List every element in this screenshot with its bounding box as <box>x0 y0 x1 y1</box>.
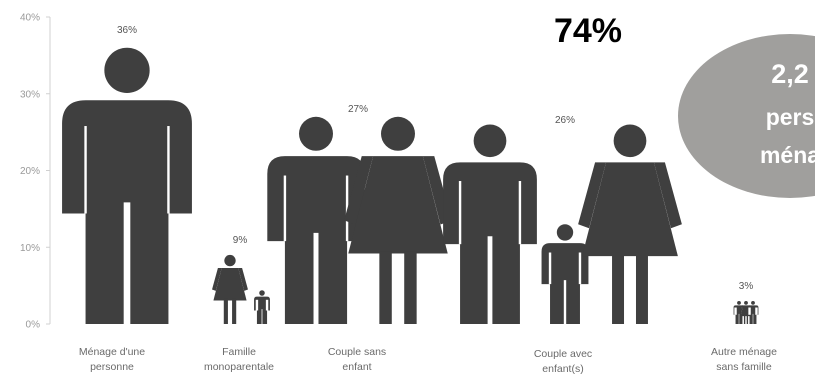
arm-gap <box>518 181 522 245</box>
category-label: sans famille <box>716 361 772 373</box>
category-label: enfant(s) <box>542 363 583 375</box>
category-label: Couple avec <box>534 348 592 360</box>
callout-line-3: ména <box>760 142 815 168</box>
y-tick-label: 20% <box>20 166 40 177</box>
person-head <box>259 290 265 296</box>
arm-gap <box>283 175 287 242</box>
value-label: 26% <box>555 115 575 126</box>
arm-gap <box>458 181 462 245</box>
arm-gap <box>265 299 269 311</box>
person-leg <box>746 314 749 324</box>
person-leg <box>232 298 237 324</box>
callout-line-2: pers <box>766 104 815 130</box>
arm-gap <box>748 307 751 315</box>
person-body <box>541 243 589 324</box>
person-leg <box>635 254 648 324</box>
person-head <box>556 224 574 241</box>
woman-figure <box>578 124 682 324</box>
person-head <box>751 300 755 305</box>
callout-line-1: 2,2 <box>771 59 809 89</box>
value-label: 27% <box>348 104 368 115</box>
person-head <box>381 116 415 151</box>
person-arm <box>344 156 374 225</box>
person-leg <box>404 251 417 324</box>
arm-gap <box>84 126 87 214</box>
woman-figure <box>212 254 248 324</box>
person-arm <box>212 268 222 291</box>
y-tick-label: 40% <box>20 13 40 24</box>
category-label: enfant <box>342 361 371 373</box>
person-head <box>744 300 748 305</box>
callout-ellipse <box>678 34 815 198</box>
arm-gap <box>345 175 349 242</box>
man-figure <box>443 124 537 324</box>
person-head <box>473 124 507 158</box>
woman-figure <box>344 116 452 324</box>
label-layer: 36% 9% 27% 26% 3% Ménage d'une personne Famille… <box>79 25 777 375</box>
person-dress <box>348 156 448 254</box>
arm-gap <box>734 307 737 315</box>
arm-gap <box>167 126 170 214</box>
category-label: Autre ménage <box>711 346 777 358</box>
y-tick-label: 0% <box>26 320 41 331</box>
headline-percent: 74% <box>554 12 622 50</box>
value-label: 36% <box>117 25 137 36</box>
arm-gap <box>548 252 552 285</box>
y-tick-label: 10% <box>20 243 40 254</box>
arm-gap <box>755 307 758 315</box>
man-figure <box>62 47 192 325</box>
man-figure <box>267 116 365 324</box>
category-label: monoparentale <box>204 361 274 373</box>
person-arm <box>653 162 682 229</box>
arm-gap <box>255 299 259 311</box>
small-man-figure <box>747 300 759 324</box>
callout-oval: 2,2 pers ména <box>678 34 815 198</box>
value-label: 9% <box>233 235 248 246</box>
person-head <box>299 116 333 151</box>
y-tick-label: 30% <box>20 89 40 100</box>
child-figure <box>541 224 589 324</box>
person-leg <box>379 251 392 324</box>
person-leg <box>223 298 228 324</box>
person-head <box>613 124 647 158</box>
category-label: personne <box>90 361 134 373</box>
y-axis: 0% 10% 20% 30% 40% <box>20 13 51 331</box>
person-body <box>443 162 537 324</box>
person-arm <box>578 162 607 229</box>
person-head <box>104 47 150 94</box>
person-body <box>62 100 192 325</box>
person-head <box>224 254 236 267</box>
child-figure <box>254 290 270 324</box>
person-leg <box>743 314 746 324</box>
person-dress <box>582 162 678 257</box>
person-arm <box>740 305 744 313</box>
category-label: Ménage d'une <box>79 346 145 358</box>
category-label: Famille <box>222 346 256 358</box>
person-arm <box>238 268 248 291</box>
person-dress <box>213 268 247 301</box>
person-head <box>737 300 741 305</box>
person-body <box>267 156 365 324</box>
figure-layer <box>62 47 759 325</box>
person-leg <box>612 254 625 324</box>
arm-gap <box>578 252 582 285</box>
value-label: 3% <box>739 281 754 292</box>
category-label: Couple sans <box>328 346 386 358</box>
